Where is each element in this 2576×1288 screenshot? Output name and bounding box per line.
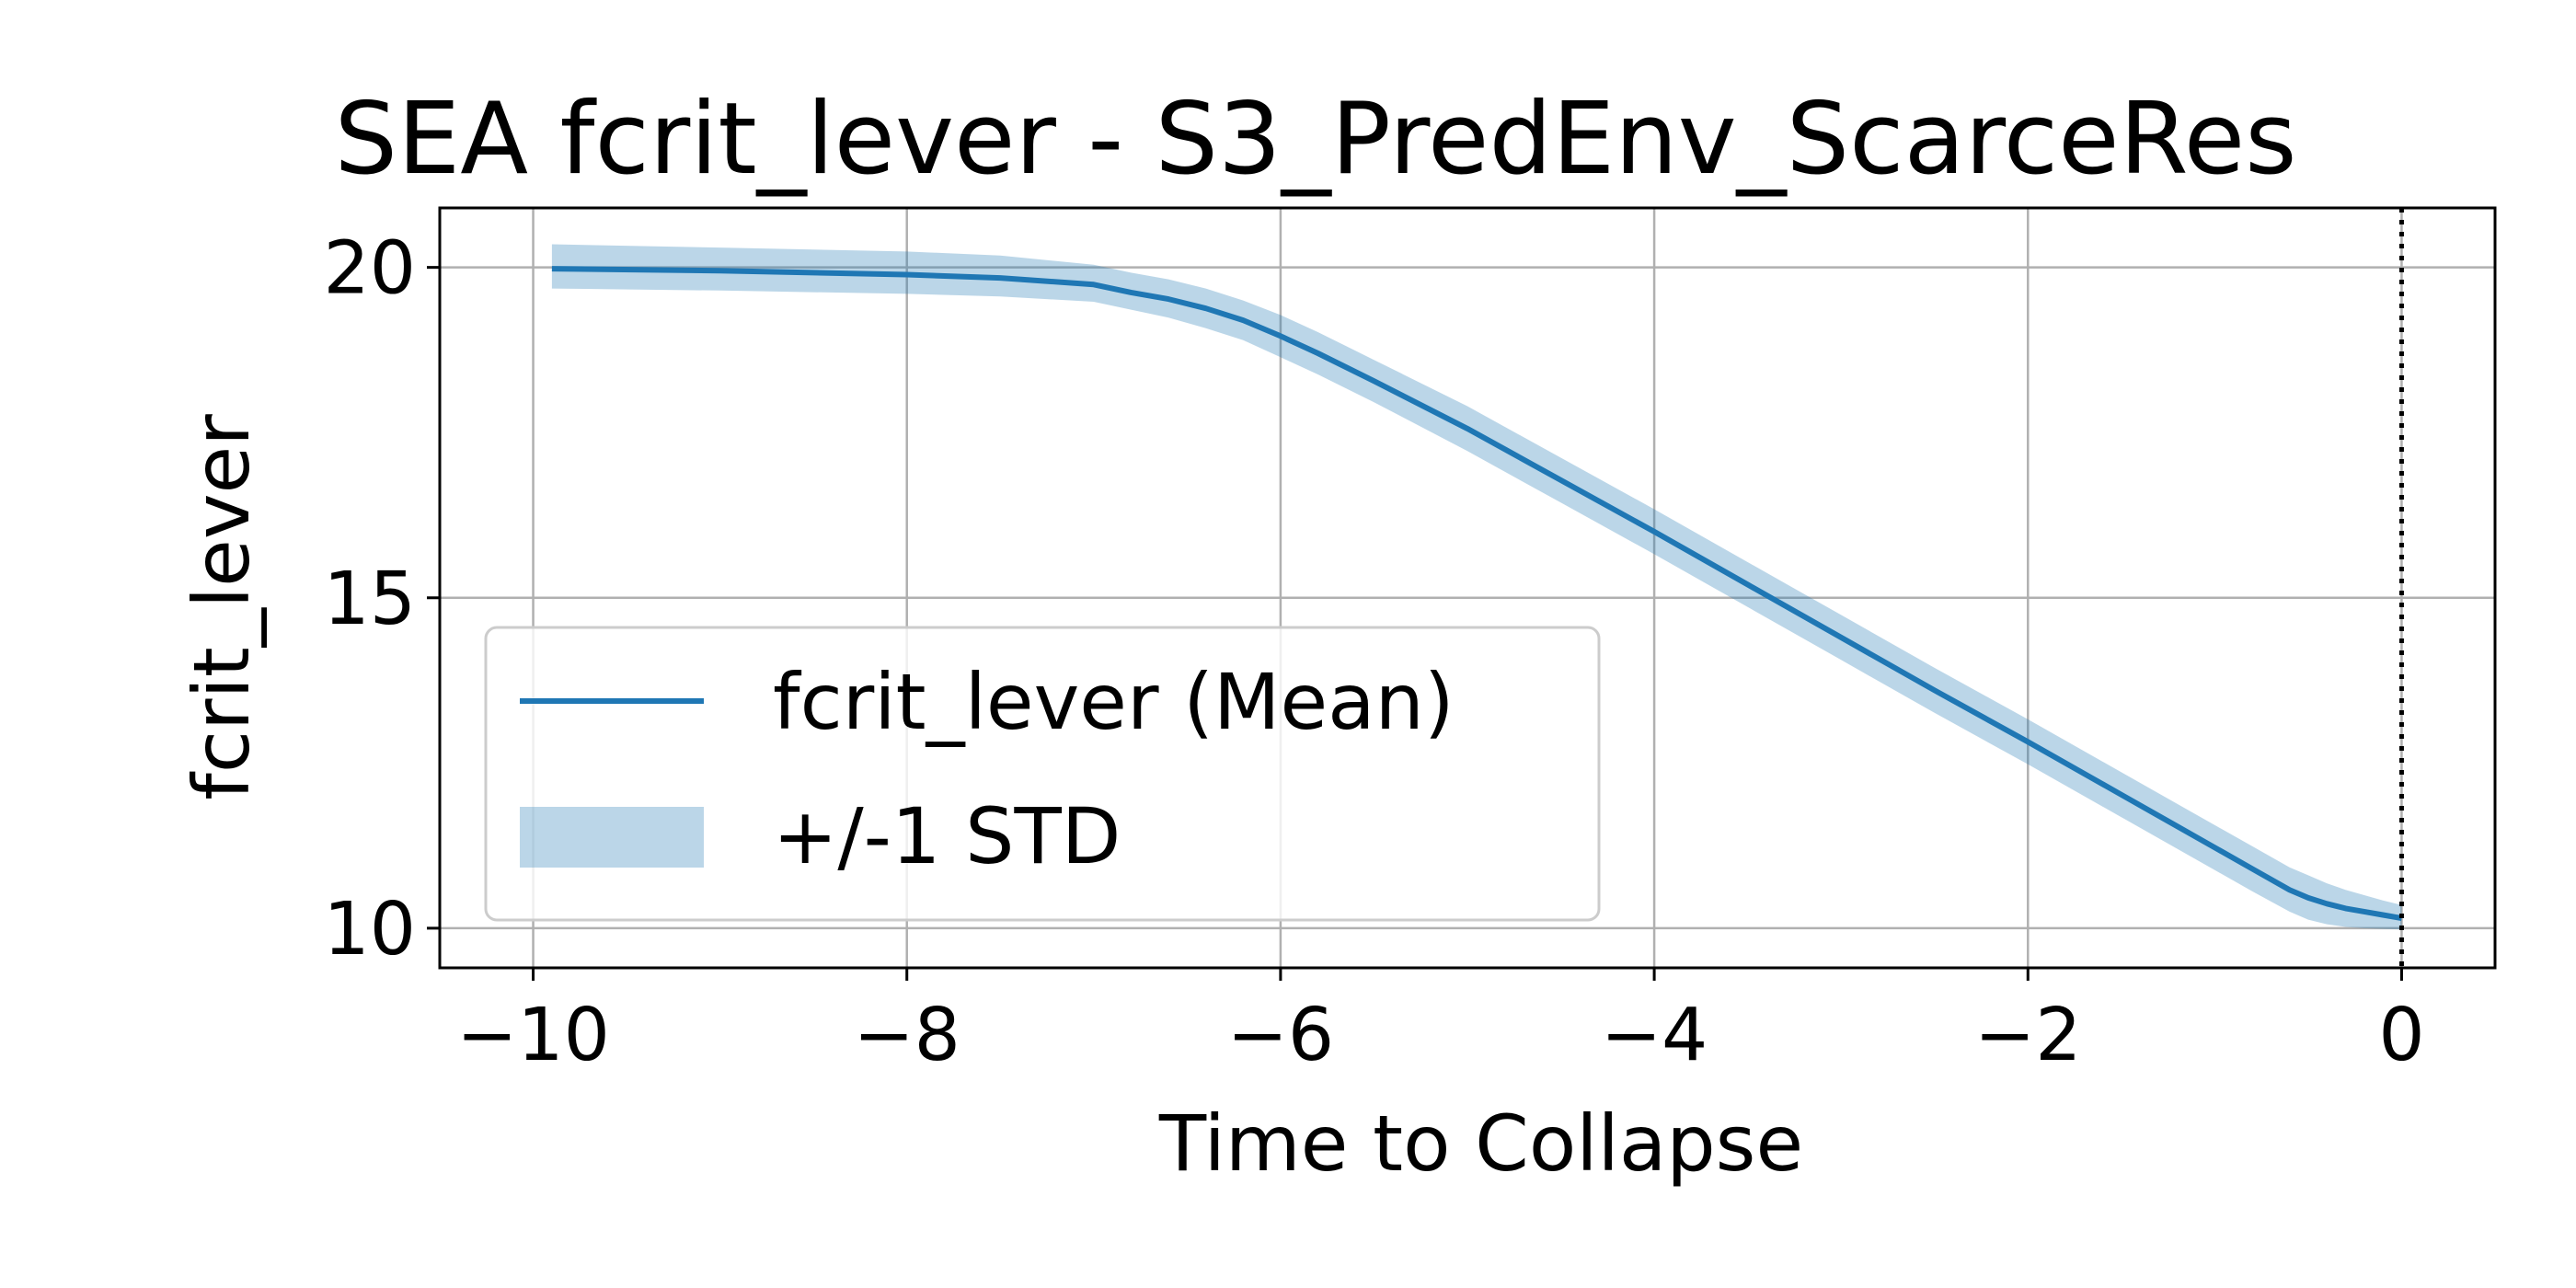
- y-axis-label: fcrit_lever: [177, 414, 267, 800]
- mean-line: [551, 266, 2403, 922]
- x-tick-label: 0: [2378, 993, 2424, 1077]
- legend-band-swatch: [520, 807, 704, 868]
- std-band: [551, 244, 2402, 930]
- plot-frame: [438, 206, 2497, 970]
- x-tick-label: −4: [1601, 993, 1708, 1077]
- legend: fcrit_lever (Mean) +/-1 STD: [484, 626, 1601, 922]
- y-axis-ticks: 10 15 20: [323, 226, 440, 972]
- x-tick-label: −10: [456, 993, 610, 1077]
- legend-label-std: +/-1 STD: [773, 791, 1121, 881]
- std-band-layer: [551, 244, 2402, 930]
- x-axis-ticks: −10 −8 −6 −4 −2 0: [456, 968, 2425, 1077]
- y-tick-label: 15: [323, 557, 416, 641]
- chart-title: SEA fcrit_lever - S3_PredEnv_ScarceRes: [335, 82, 2297, 197]
- y-tick-label: 20: [323, 226, 416, 311]
- y-tick-label: 10: [323, 887, 416, 972]
- x-axis-label: Time to Collapse: [1158, 1098, 1803, 1189]
- x-tick-label: −6: [1227, 993, 1334, 1077]
- x-tick-label: −8: [853, 993, 960, 1077]
- mean-line-layer: [551, 266, 2403, 922]
- legend-box: [484, 626, 1601, 922]
- x-tick-label: −2: [1974, 993, 2081, 1077]
- legend-label-mean: fcrit_lever (Mean): [773, 657, 1455, 747]
